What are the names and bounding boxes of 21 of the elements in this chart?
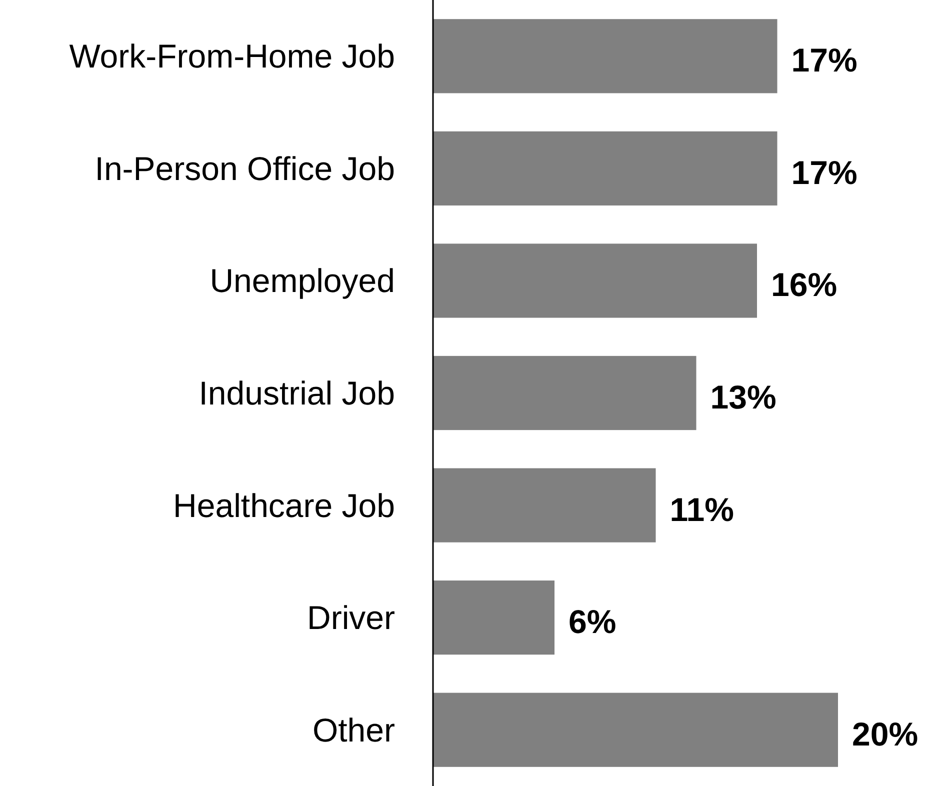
bar [433,131,778,206]
bar [433,580,554,655]
data-label: 17% [791,154,858,191]
data-label: 20% [852,715,918,752]
bar [433,356,696,430]
data-label: 13% [710,378,776,416]
data-label: 17% [791,42,858,79]
bar [433,468,656,542]
data-label: 16% [771,266,838,304]
y-tick-label: In-Person Office Job [94,150,395,187]
bar [433,19,778,94]
data-label: 11% [670,490,734,528]
y-tick-label: Healthcare Job [173,486,395,524]
bar [433,244,757,318]
y-tick-label: Other [312,711,395,748]
bar [433,692,838,767]
y-tick-label: Unemployed [210,262,395,300]
data-label: 6% [568,603,616,640]
y-tick-label: Driver [307,599,396,636]
y-tick-label: Industrial Job [198,374,395,412]
y-tick-label: Work-From-Home Job [69,38,395,75]
